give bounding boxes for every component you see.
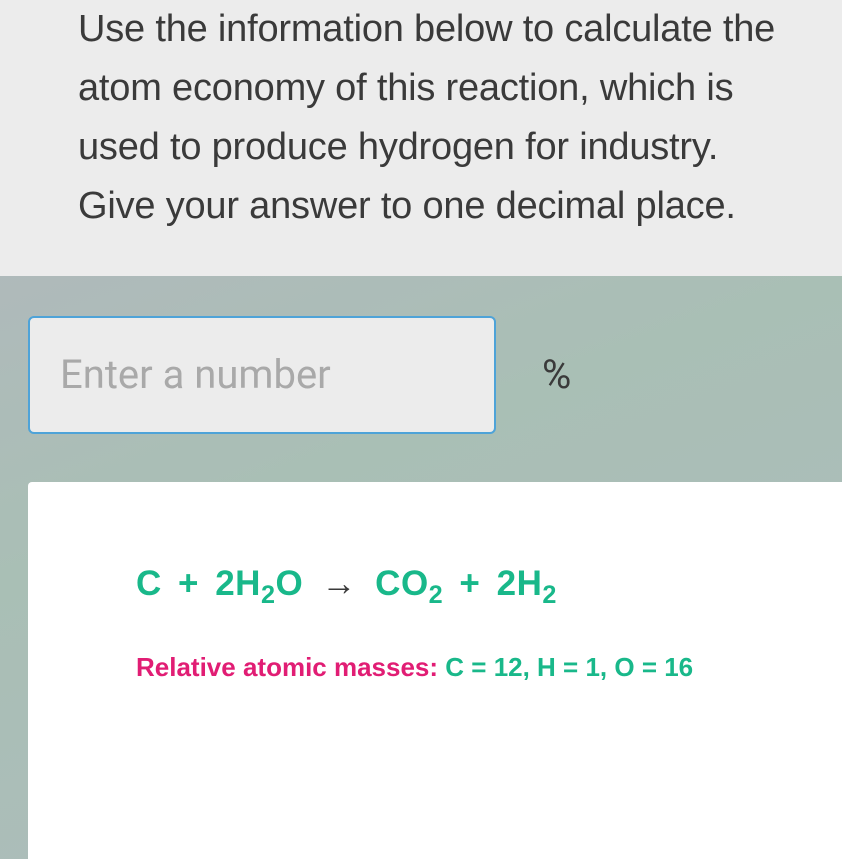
masses-values: C = 12, H = 1, O = 16 xyxy=(445,652,693,682)
product-1: CO2 xyxy=(375,564,443,603)
r2-base: H xyxy=(235,564,261,603)
masses-line: Relative atomic masses: C = 12, H = 1, O… xyxy=(136,652,822,683)
plus-icon: + xyxy=(459,564,480,603)
p2-base: H xyxy=(517,564,543,603)
r2-tail: O xyxy=(275,564,303,603)
p2-coef: 2 xyxy=(497,564,517,603)
arrow-icon: → xyxy=(321,564,357,603)
answer-input[interactable] xyxy=(28,316,496,434)
question-card: Use the information below to calculate t… xyxy=(0,0,842,276)
unit-label: % xyxy=(496,316,571,434)
p1-sub: 2 xyxy=(429,581,444,609)
info-card: C + 2H2O → CO2 + 2H2 Relative atomic mas… xyxy=(28,482,842,859)
r2-sub: 2 xyxy=(261,581,276,609)
p1-base: CO xyxy=(375,564,429,603)
answer-row: % xyxy=(28,316,842,434)
reactant-2: 2H2O xyxy=(215,564,303,603)
reactant-1: C xyxy=(136,564,162,603)
r2-coef: 2 xyxy=(215,564,235,603)
p2-sub: 2 xyxy=(542,581,557,609)
question-text: Use the information below to calculate t… xyxy=(78,0,794,236)
masses-label: Relative atomic masses: xyxy=(136,652,445,682)
product-2: 2H2 xyxy=(497,564,557,603)
equation: C + 2H2O → CO2 + 2H2 xyxy=(136,564,822,604)
plus-icon: + xyxy=(178,564,199,603)
